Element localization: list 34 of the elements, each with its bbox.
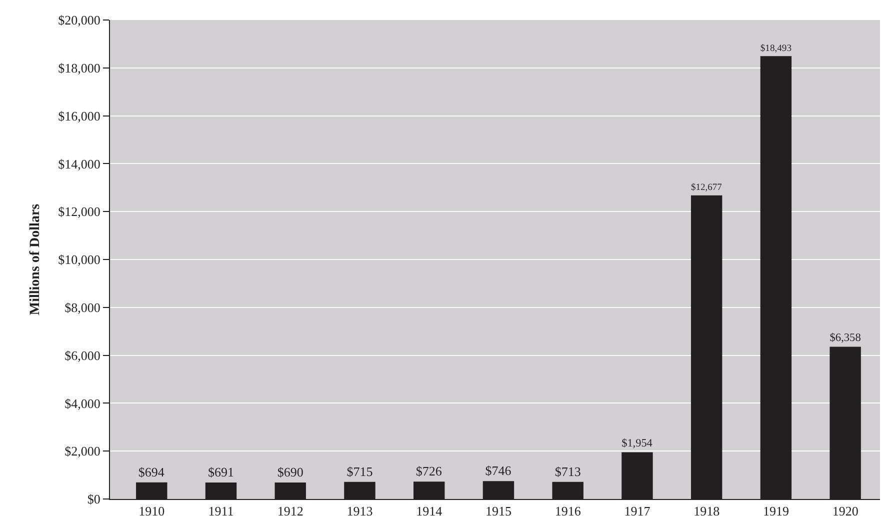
data-label: $691 (208, 464, 234, 480)
x-tick-label: 1913 (346, 504, 373, 519)
y-tick-label: $2,000 (64, 444, 100, 459)
x-tick-label: 1915 (485, 504, 512, 519)
y-tick-label: $6,000 (64, 348, 100, 363)
data-label: $713 (554, 464, 581, 479)
data-label: $6,358 (830, 332, 862, 344)
y-tick-label: $14,000 (58, 156, 100, 172)
x-tick-label: 1910 (138, 504, 165, 519)
x-tick-label: 1917 (624, 504, 651, 519)
data-label: $694 (138, 464, 165, 480)
y-axis-title: Millions of Dollars (28, 203, 43, 316)
data-label: $12,677 (690, 183, 722, 194)
y-tick-label: $8,000 (64, 300, 100, 315)
x-tick-label: 1920 (832, 504, 858, 519)
x-tick-label: 1911 (208, 504, 234, 519)
y-tick-label: $0 (87, 492, 100, 507)
x-tick-label: 1914 (416, 504, 443, 519)
x-tick-label: 1912 (277, 504, 304, 519)
y-tick-label: $12,000 (58, 204, 100, 220)
x-tick-label: 1916 (554, 504, 582, 519)
data-label: $1,954 (622, 438, 653, 450)
x-tick-label: 1919 (762, 504, 789, 519)
data-label: $726 (416, 464, 442, 479)
y-tick-label: $20,000 (58, 12, 100, 28)
y-tick-label: $16,000 (58, 108, 100, 124)
y-tick-label: $4,000 (64, 396, 100, 411)
y-tick-label: $10,000 (58, 252, 100, 268)
data-label: $715 (346, 464, 373, 479)
x-tick-label: 1918 (694, 504, 720, 519)
data-label: $746 (485, 463, 512, 478)
y-tick-label: $18,000 (58, 60, 100, 76)
data-label: $690 (277, 464, 304, 480)
data-label: $18,493 (760, 42, 792, 54)
